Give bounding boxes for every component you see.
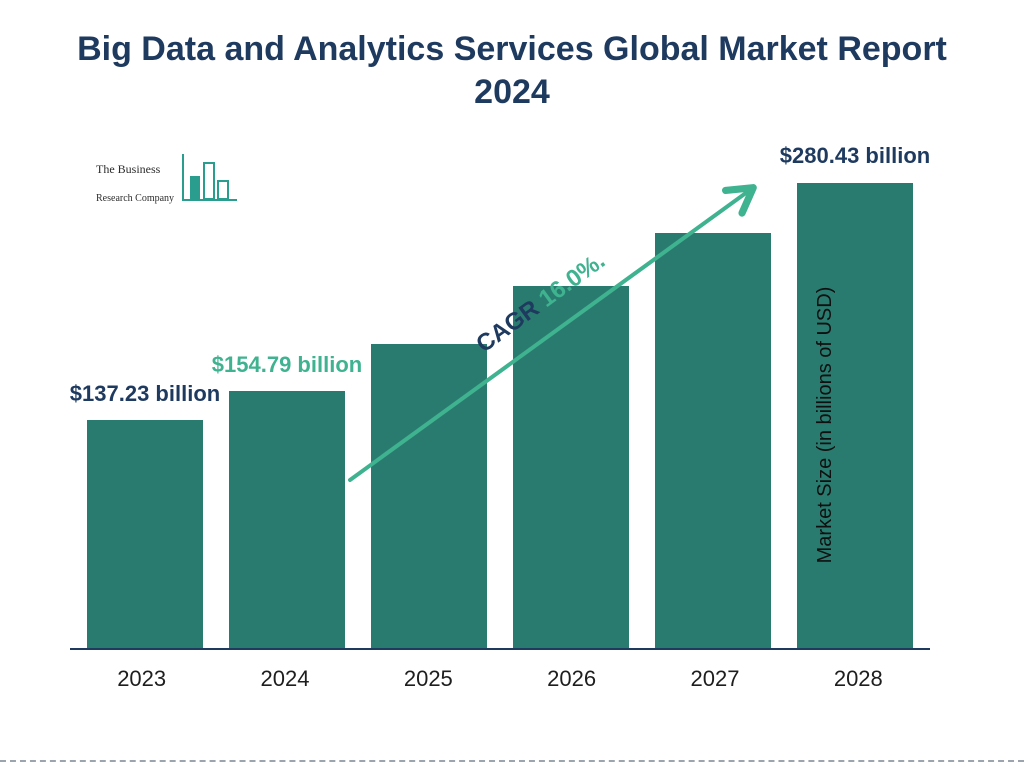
x-axis-tick-label: 2027 xyxy=(643,666,786,692)
bar-slot: $154.79 billion xyxy=(216,150,358,648)
bar xyxy=(655,233,771,648)
bar-slot xyxy=(642,150,784,648)
bar xyxy=(229,391,345,648)
x-axis-tick-label: 2024 xyxy=(213,666,356,692)
bar-value-label: $137.23 billion xyxy=(60,381,230,406)
page-root: Big Data and Analytics Services Global M… xyxy=(0,0,1024,768)
bar xyxy=(87,420,203,648)
bar-slot xyxy=(358,150,500,648)
x-axis-tick-label: 2028 xyxy=(787,666,930,692)
bar-slot xyxy=(500,150,642,648)
x-axis-labels: 202320242025202620272028 xyxy=(70,666,930,692)
bar xyxy=(371,344,487,648)
x-axis-tick-label: 2026 xyxy=(500,666,643,692)
x-axis-tick-label: 2025 xyxy=(357,666,500,692)
chart-area: $137.23 billion$154.79 billion $280.43 bi… xyxy=(70,150,950,700)
bottom-dashed-divider xyxy=(0,760,1024,762)
bar-value-label: $154.79 billion xyxy=(202,352,372,377)
x-axis-line xyxy=(70,648,930,650)
bar-slot: $137.23 billion xyxy=(74,150,216,648)
chart-title: Big Data and Analytics Services Global M… xyxy=(0,28,1024,113)
y-axis-label: Market Size (in billions of USD) xyxy=(814,287,837,564)
bar xyxy=(513,286,629,648)
bar-plot: $137.23 billion$154.79 billion $280.43 bi… xyxy=(70,150,930,650)
bar-value-label: $280.43 billion xyxy=(770,143,940,168)
bar-slot: $280.43 billion xyxy=(784,150,926,648)
bars-container: $137.23 billion$154.79 billion $280.43 bi… xyxy=(70,150,930,648)
x-axis-tick-label: 2023 xyxy=(70,666,213,692)
